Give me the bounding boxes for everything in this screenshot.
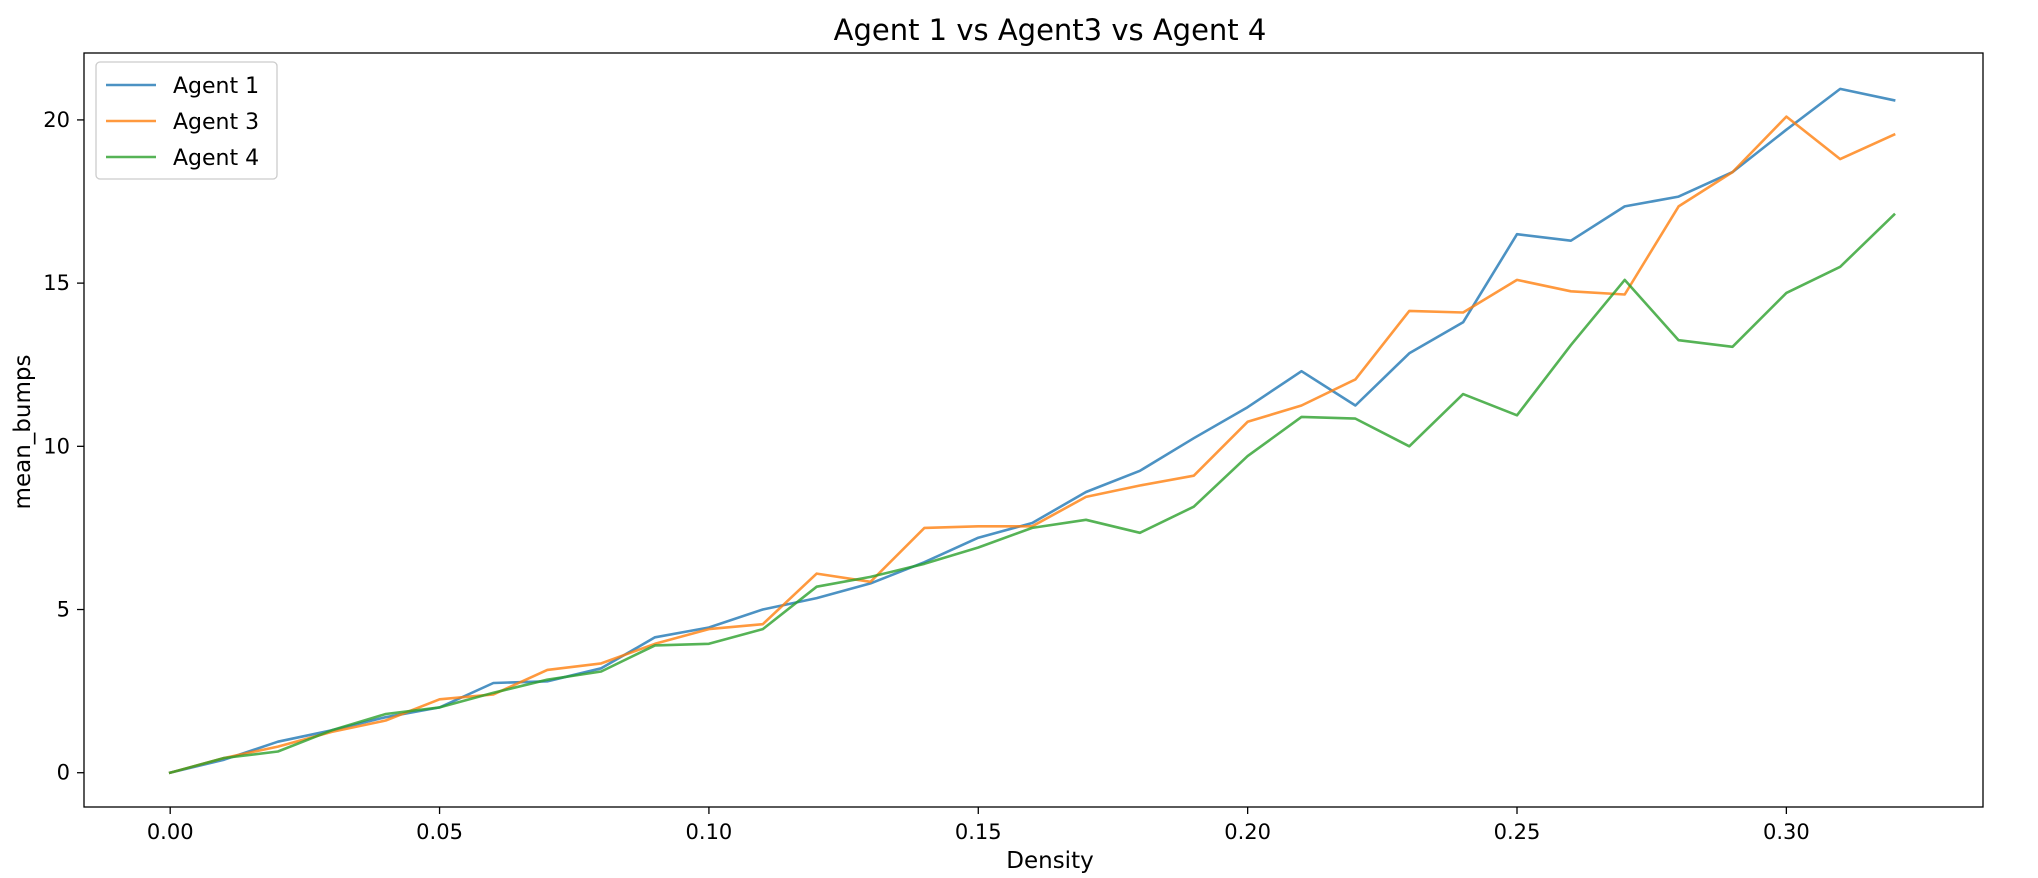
legend-frame bbox=[95, 61, 278, 180]
y-tick-label: 15 bbox=[43, 271, 70, 295]
x-tick-label: 0.20 bbox=[1224, 820, 1271, 844]
series-layer bbox=[168, 87, 1896, 775]
x-tick-label: 0.30 bbox=[1763, 820, 1810, 844]
y-axis-label: mean_bumps bbox=[10, 355, 36, 510]
y-tick-label: 5 bbox=[57, 598, 70, 622]
y-tick-label: 20 bbox=[43, 108, 70, 132]
y-axis-ticks: 0 5 10 15 20 bbox=[43, 108, 84, 785]
legend-label-agent-4: Agent 4 bbox=[173, 146, 259, 171]
y-tick-label: 0 bbox=[57, 761, 70, 785]
series-line-agent-1 bbox=[168, 87, 1896, 775]
legend-label-agent-1: Agent 1 bbox=[173, 74, 259, 99]
x-tick-label: 0.10 bbox=[686, 820, 733, 844]
x-tick-label: 0.25 bbox=[1494, 820, 1541, 844]
x-tick-label: 0.15 bbox=[955, 820, 1002, 844]
y-tick-label: 10 bbox=[43, 434, 70, 458]
legend-label-agent-3: Agent 3 bbox=[173, 110, 259, 135]
series-line-agent-4 bbox=[168, 212, 1896, 775]
legend-entries: Agent 1 Agent 3 Agent 4 bbox=[106, 74, 259, 171]
x-axis-label: Density bbox=[1006, 848, 1093, 874]
x-tick-label: 0.05 bbox=[416, 820, 463, 844]
legend: Agent 1 Agent 3 Agent 4 bbox=[95, 61, 278, 180]
chart-title: Agent 1 vs Agent3 vs Agent 4 bbox=[834, 13, 1267, 47]
plot-frame bbox=[83, 52, 1984, 808]
x-axis-ticks: 0.00 0.05 0.10 0.15 0.20 0.25 0.30 bbox=[147, 807, 1810, 844]
x-tick-label: 0.00 bbox=[147, 820, 194, 844]
series-line-agent-3 bbox=[168, 115, 1896, 775]
